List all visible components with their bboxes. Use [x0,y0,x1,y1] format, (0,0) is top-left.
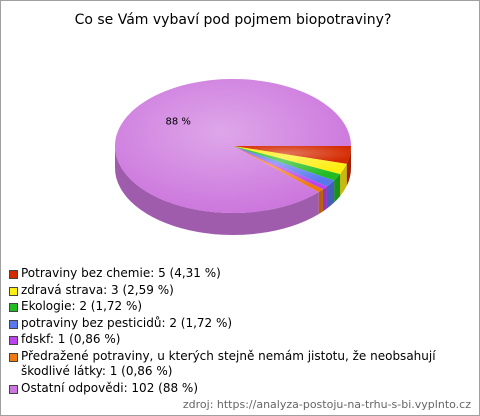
slice-shine [114,79,351,214]
slice-side-shade [334,174,341,203]
legend-item: zdravá strava: 3 (2,59 %) [9,283,469,298]
legend-label: Ostatní odpovědi: 102 (88 %) [21,380,198,395]
legend-label: potraviny bez pesticidů: 2 (1,72 %) [21,315,233,330]
chart: Co se Vám vybaví pod pojmem biopotraviny… [75,12,392,236]
slice-side-shade [340,163,347,197]
legend-item: Ostatní odpovědi: 102 (88 %) [9,381,469,396]
slice-side-shade [318,189,323,215]
legend-swatch [9,336,18,346]
slice-side [326,180,335,209]
legend-item: Potraviny bez chemie: 5 (4,31 %) [9,266,469,281]
legend-label: Ekologie: 2 (1,72 %) [21,299,143,314]
slice-shine [233,146,323,193]
slice-side [318,189,323,215]
legend-swatch [9,270,18,279]
slice-shine [233,146,351,164]
legend-swatch [9,286,18,296]
slice-side [114,146,319,236]
legend: Potraviny bez chemie: 5 (4,31 %) zdravá s… [9,266,469,397]
legend-label: Předražené potraviny, u kterých stejně n… [21,348,436,378]
slice-side-shade [114,146,319,236]
slice-side [340,163,347,197]
chart-title: Co se Vám vybaví pod pojmem biopotraviny… [75,12,392,28]
slice-side [334,174,341,203]
legend-swatch [9,384,18,394]
legend-label: fdskf: 1 (0,86 %) [21,332,121,347]
legend-swatch [9,303,18,313]
slice-side [322,186,327,212]
legend-item: Předražené potraviny, u kterých stejně n… [9,349,469,379]
slice-side-shade [326,180,335,209]
legend-label: zdravá strava: 3 (2,59 %) [21,282,174,297]
slice-side [346,146,351,186]
slice-side-shade [322,186,327,212]
legend-swatch [9,319,18,329]
data-label: 88 % [165,117,190,128]
legend-swatch [9,352,18,362]
legend-item: fdskf: 1 (0,86 %) [9,332,469,347]
slice-shine [233,146,335,187]
legend-label: Potraviny bez chemie: 5 (4,31 %) [21,266,221,280]
source: zdroj: https://analyza-postoju-na-trhu-s… [182,398,471,411]
legend-item: potraviny bez pesticidů: 2 (1,72 %) [9,316,469,331]
legend-item: Ekologie: 2 (1,72 %) [9,299,469,314]
slice-side-shade [346,146,351,186]
slice-shine [233,146,327,190]
slice-shine [233,146,347,175]
slice-shine [233,146,341,181]
